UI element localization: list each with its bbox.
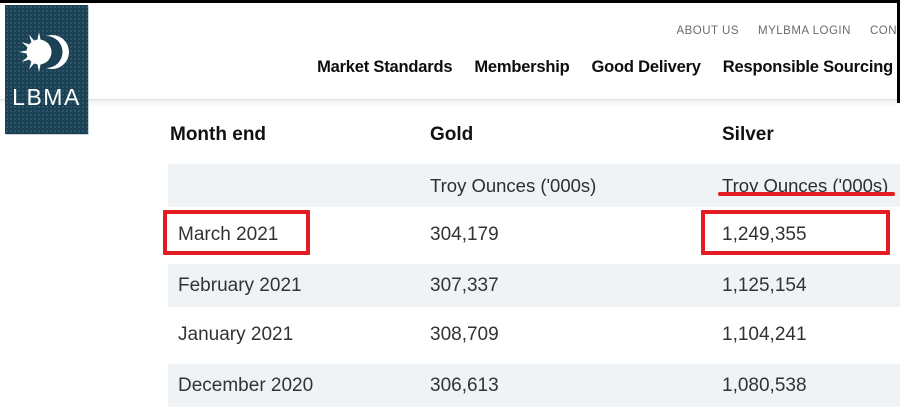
column-header-silver: Silver [722, 124, 774, 145]
gold-value-cell: 306,613 [430, 374, 499, 396]
month-cell: March 2021 [178, 224, 279, 245]
nav-responsible-sourcing[interactable]: Responsible Sourcing [722, 58, 893, 76]
gold-value-cell: 308,709 [430, 324, 499, 345]
lbma-logo-tile: LBMA [5, 5, 88, 134]
nav-mylbma-login[interactable]: MYLBMA LOGIN [758, 25, 851, 37]
table-row: January 2021 308,709 1,104,241 [168, 310, 900, 360]
table-row: March 2021 304,179 1,249,355 [168, 210, 900, 260]
table-header-row: Month end Gold Silver [168, 110, 900, 160]
gold-value-cell: 304,179 [430, 224, 499, 245]
nav-market-standards[interactable]: Market Standards [317, 58, 453, 76]
window-right-border [897, 0, 900, 103]
vault-holdings-table: Month end Gold Silver Troy Ounces ('000s… [168, 110, 900, 408]
column-header-month-end: Month end [170, 124, 267, 145]
month-cell: January 2021 [178, 324, 294, 345]
silver-value-cell: 1,249,355 [722, 224, 807, 245]
nav-contact-truncated[interactable]: CON [869, 25, 897, 37]
silver-units-label: Troy Ounces ('000s) [722, 174, 889, 196]
month-cell: February 2021 [178, 274, 302, 296]
lbma-logo-text: LBMA [12, 84, 81, 110]
table-row: February 2021 307,337 1,125,154 [168, 260, 900, 310]
table-row: December 2020 306,613 1,080,538 [168, 360, 900, 408]
sun-moon-icon [18, 32, 69, 72]
utility-nav: ABOUT US MYLBMA LOGIN CON [676, 25, 897, 37]
window-top-border [0, 0, 900, 3]
silver-value-cell: 1,125,154 [722, 274, 807, 296]
silver-value-cell: 1,104,241 [722, 324, 807, 345]
gold-units-label: Troy Ounces ('000s) [430, 174, 597, 196]
nav-good-delivery[interactable]: Good Delivery [591, 58, 701, 76]
lbma-logo[interactable]: LBMA [5, 5, 88, 134]
table-units-row: Troy Ounces ('000s) Troy Ounces ('000s) [168, 160, 900, 210]
gold-value-cell: 307,337 [430, 274, 499, 296]
nav-about-us[interactable]: ABOUT US [676, 25, 740, 37]
silver-value-cell: 1,080,538 [722, 374, 807, 396]
main-nav: Market Standards Membership Good Deliver… [317, 58, 893, 77]
site-header: ABOUT US MYLBMA LOGIN CON Market Standar… [0, 3, 900, 100]
nav-membership[interactable]: Membership [474, 58, 570, 76]
month-cell: December 2020 [178, 374, 314, 396]
column-header-gold: Gold [430, 124, 474, 145]
